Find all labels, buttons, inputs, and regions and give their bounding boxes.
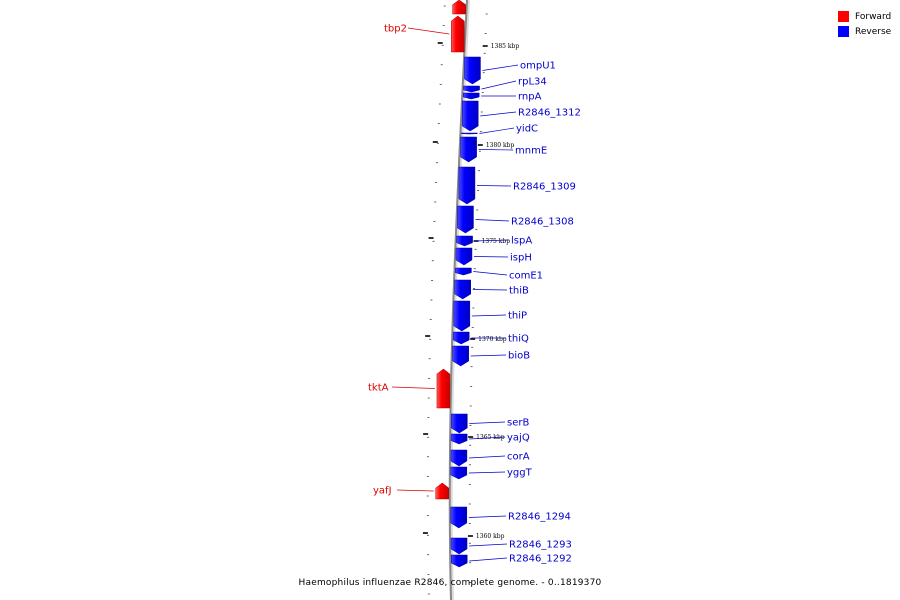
gene-label-yajQ[interactable]: yajQ	[507, 433, 530, 444]
gene-label-thiB[interactable]: thiB	[509, 286, 529, 297]
gene-leader-R2846_1294	[468, 515, 507, 518]
gene-leader-yidC	[479, 127, 515, 134]
gene-label-R2846_1292[interactable]: R2846_1292	[509, 554, 572, 565]
yggT-gene-arrow[interactable]	[450, 466, 468, 480]
gene-label-R2846_1308[interactable]: R2846_1308	[511, 217, 574, 228]
corA-gene-arrow[interactable]	[450, 449, 468, 467]
unnamed-gene-arrow[interactable]	[452, 0, 466, 15]
serB-gene-arrow[interactable]	[451, 413, 468, 434]
R2846_1309-gene-arrow[interactable]	[458, 166, 476, 205]
rnpA-gene-arrow[interactable]	[462, 92, 480, 100]
gene-label-yafJ[interactable]: yafJ	[373, 486, 392, 497]
tick-label: 1370 kbp	[478, 336, 507, 343]
tick-label: 1385 kbp	[491, 43, 520, 50]
gene-leader-lspA	[474, 239, 510, 242]
tick-label: 1375 kbp	[482, 238, 511, 245]
reverse-swatch	[838, 26, 849, 37]
thiP-gene-arrow[interactable]	[453, 300, 471, 332]
gene-label-yggT[interactable]: yggT	[507, 468, 533, 479]
mnmE-gene-arrow[interactable]	[460, 136, 477, 163]
gene-label-thiP[interactable]: thiP	[508, 311, 527, 322]
gene-label-R2846_1294[interactable]: R2846_1294	[508, 512, 571, 523]
ompU1-gene-arrow[interactable]	[464, 56, 481, 85]
gene-label-R2846_1293[interactable]: R2846_1293	[509, 540, 572, 551]
gene-leader-R2846_1308	[475, 219, 510, 222]
gene-leader-thiB	[472, 289, 508, 291]
gene-leader-yafJ	[396, 489, 434, 492]
R2846_1294-gene-arrow[interactable]	[450, 506, 468, 529]
gene-leader-yajQ	[469, 436, 506, 440]
legend-reverse: Reverse	[838, 24, 891, 39]
gene-leader-thiP	[471, 314, 507, 317]
forward-swatch	[838, 11, 849, 22]
gene-layer: tbp2 ompU1 rpL34 rnpA R2846_1312 yidC mnmE R284…	[368, 0, 581, 568]
gene-label-rnpA[interactable]: rnpA	[518, 92, 542, 103]
tbp2-gene-arrow[interactable]	[451, 15, 465, 53]
gene-leader-mnmE	[478, 149, 514, 151]
bioB-gene-arrow[interactable]	[452, 345, 469, 367]
gene-label-R2846_1309[interactable]: R2846_1309	[513, 182, 576, 193]
gene-label-tktA[interactable]: tktA	[368, 383, 389, 394]
legend-forward: Forward	[838, 9, 891, 24]
gene-label-tbp2[interactable]: tbp2	[384, 24, 407, 35]
gene-leader-yggT	[468, 471, 506, 474]
gene-leader-tbp2	[407, 27, 450, 35]
legend-forward-label: Forward	[855, 11, 892, 22]
gene-label-lspA[interactable]: lspA	[511, 236, 532, 247]
R2846_1292-gene-arrow[interactable]	[450, 554, 468, 568]
R2846_1312-gene-arrow[interactable]	[461, 100, 479, 132]
gene-label-ispH[interactable]: ispH	[510, 253, 532, 264]
gene-label-R2846_1312[interactable]: R2846_1312	[518, 108, 581, 119]
thiQ-gene-arrow[interactable]	[452, 331, 470, 345]
lspA-gene-arrow[interactable]	[456, 235, 473, 247]
gene-label-comE1[interactable]: comE1	[509, 271, 543, 282]
gene-leader-corA	[468, 455, 506, 459]
gene-leader-R2846_1309	[476, 185, 512, 187]
gene-label-corA[interactable]: corA	[507, 452, 530, 463]
gene-label-yidC[interactable]: yidC	[516, 124, 538, 135]
ispH-gene-arrow[interactable]	[455, 247, 473, 266]
gene-label-rpL34[interactable]: rpL34	[518, 77, 547, 88]
genome-caption: Haemophilus influenzae R2846, complete g…	[298, 578, 602, 588]
comE1-gene-arrow[interactable]	[455, 267, 472, 276]
gene-leader-bioB	[470, 354, 507, 357]
gene-label-ompU1[interactable]: ompU1	[520, 61, 556, 72]
genome-backbone	[448, 0, 468, 600]
rpL34-gene-arrow[interactable]	[463, 85, 480, 93]
gene-label-mnmE[interactable]: mnmE	[515, 146, 547, 157]
R2846_1308-gene-arrow[interactable]	[457, 205, 474, 234]
gene-leader-comE1	[473, 271, 508, 276]
tick-label: 1380 kbp	[486, 142, 515, 149]
gene-leader-R2846_1292	[469, 557, 508, 562]
legend-reverse-label: Reverse	[855, 26, 892, 37]
tktA-gene-arrow[interactable]	[436, 368, 451, 409]
R2846_1293-gene-arrow[interactable]	[450, 537, 468, 555]
gene-label-serB[interactable]: serB	[507, 418, 529, 429]
yajQ-gene-arrow[interactable]	[450, 433, 468, 445]
gene-leader-ompU1	[482, 64, 519, 71]
yafJ-gene-arrow[interactable]	[435, 482, 450, 500]
legend: Forward Reverse	[838, 9, 891, 39]
gene-label-thiQ[interactable]: thiQ	[508, 334, 529, 345]
gene-leader-serB	[469, 421, 506, 424]
gene-leader-ispH	[473, 256, 509, 258]
gene-leader-R2846_1293	[469, 543, 508, 547]
gene-leader-tktA	[391, 386, 435, 389]
yidC-gene-arrow[interactable]	[461, 132, 478, 135]
gene-label-bioB[interactable]: bioB	[508, 351, 530, 362]
gene-leader-rpL34	[481, 80, 517, 90]
thiB-gene-arrow[interactable]	[454, 279, 471, 300]
tick-label: 1360 kbp	[476, 533, 505, 540]
gene-leader-R2846_1312	[480, 111, 517, 117]
